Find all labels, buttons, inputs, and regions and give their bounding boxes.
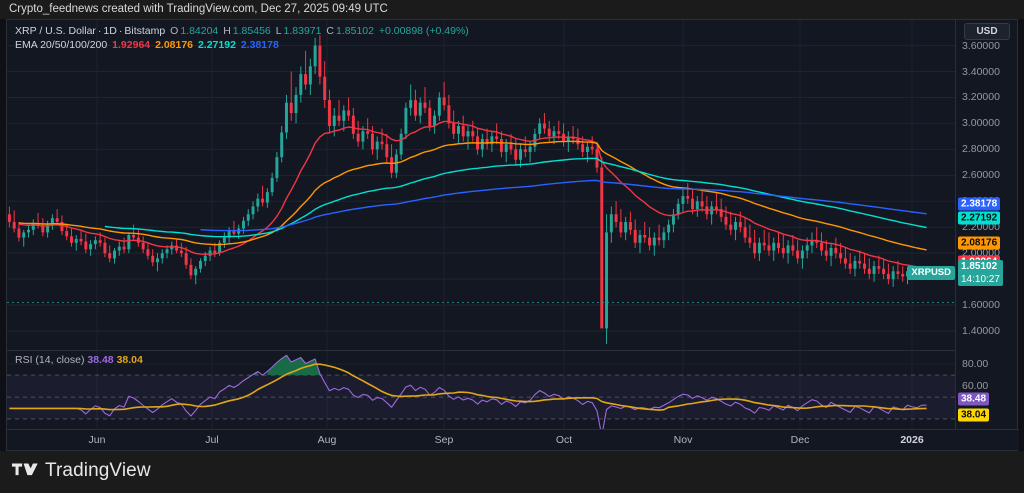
price-tick: 2.80000 [962, 143, 1000, 156]
tradingview-mark-icon [12, 463, 38, 475]
time-tick: Dec [790, 434, 810, 446]
time-tick: Jul [205, 434, 219, 446]
plot-area[interactable]: XRP / U.S. Dollar · 1D · Bitstamp O 1.84204 H… [7, 20, 957, 430]
ema200-badge: 2.38178 [958, 197, 1001, 211]
time-tick: Nov [673, 434, 693, 446]
rsi-value: 38.48 [87, 354, 114, 366]
time-tick: Aug [317, 434, 337, 446]
time-tick: Jun [88, 434, 106, 446]
rsi-legend: RSI (14, close) 38.48 38.04 [15, 354, 143, 366]
chart-frame: XRP / U.S. Dollar · 1D · Bitstamp O 1.84204 H… [6, 19, 1019, 451]
rsi-ma-badge: 38.04 [958, 408, 990, 422]
time-tick: 2026 [900, 434, 924, 446]
last-price-value: 1.85102 [961, 260, 998, 272]
price-tick: 3.20000 [962, 91, 1000, 104]
last-price-countdown: 14:10:27 [961, 273, 1000, 285]
time-tick: Sep [434, 434, 454, 446]
time-tick: Oct [555, 434, 573, 446]
price-tick: 3.40000 [962, 65, 1000, 78]
ema100-badge: 2.27192 [958, 211, 1001, 225]
price-axis[interactable]: USD 3.60000 3.40000 3.20000 3.00000 2.80000 2… [955, 20, 1017, 430]
footer-bar: TradingView [0, 451, 1024, 493]
rsi-tick: 60.00 [962, 380, 989, 393]
tradingview-logo[interactable]: TradingView [12, 460, 151, 482]
price-tick: 3.60000 [962, 39, 1000, 52]
tradingview-wordmark: TradingView [45, 460, 151, 481]
symbol-price-tag: XRPUSD [907, 265, 955, 280]
price-tick: 1.60000 [962, 299, 1000, 312]
price-tick: 1.40000 [962, 325, 1000, 338]
chart-grid [7, 20, 957, 430]
last-price-badge: 1.85102 14:10:27 [958, 259, 1003, 286]
price-tick: 3.00000 [962, 117, 1000, 130]
attribution-text: Crypto_feednews created with TradingView… [0, 0, 1024, 19]
currency-button[interactable]: USD [964, 23, 1010, 40]
rsi-tick: 80.00 [962, 358, 989, 371]
rsi-title[interactable]: RSI (14, close) [15, 354, 85, 366]
rsi-pane[interactable]: RSI (14, close) 38.48 38.04 [7, 350, 957, 430]
time-axis[interactable]: Jun Jul Aug Sep Oct Nov Dec 2026 [7, 429, 1019, 450]
rsi-value-badge: 38.48 [958, 392, 990, 406]
price-tick: 2.60000 [962, 169, 1000, 182]
ema50-badge: 2.08176 [958, 236, 1001, 250]
rsi-ma-value: 38.04 [116, 354, 143, 366]
